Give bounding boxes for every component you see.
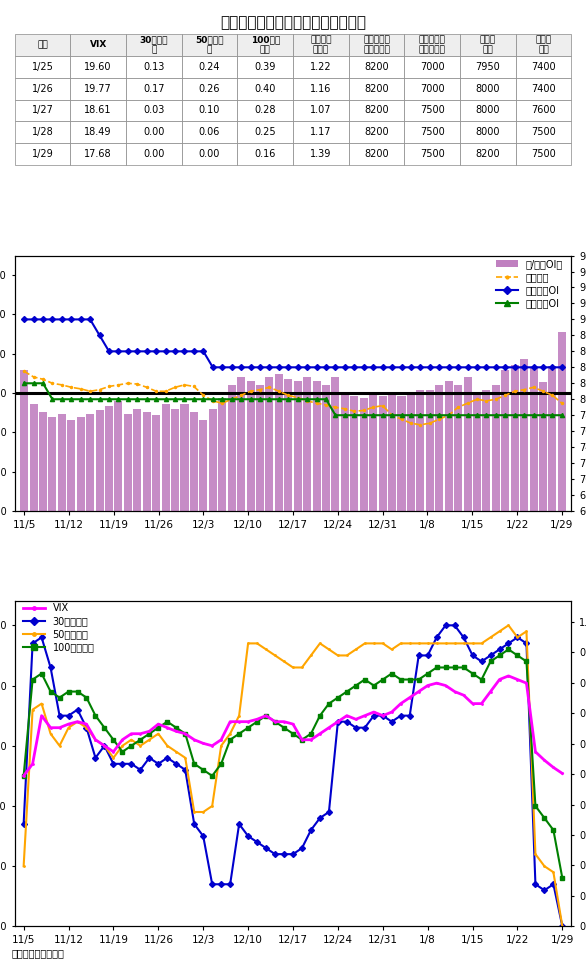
Bar [482, 390, 490, 550]
Bar [312, 380, 321, 550]
Bar [20, 370, 28, 550]
Bar [114, 401, 122, 550]
Bar [454, 385, 462, 550]
Legend: 賣/買權OI比, 加權指數, 買權最大OI, 賣權最大OI: 賣/買權OI比, 加權指數, 買權最大OI, 賣權最大OI [492, 255, 567, 312]
Bar [350, 396, 359, 550]
Bar [39, 412, 47, 550]
Bar [511, 365, 519, 550]
Bar [284, 379, 292, 550]
Bar [218, 398, 226, 550]
Bar [501, 370, 509, 550]
Bar [473, 393, 481, 550]
Bar [29, 404, 38, 550]
Bar [143, 412, 151, 550]
Bar [275, 375, 283, 550]
Bar [58, 413, 66, 550]
Title: 選擇權波動率指數與賣買權未平倉比: 選擇權波動率指數與賣買權未平倉比 [220, 14, 366, 30]
Bar [133, 409, 141, 550]
Bar [397, 396, 406, 550]
Bar [369, 393, 377, 550]
Bar [180, 404, 189, 550]
Bar [294, 380, 302, 550]
Bar [86, 413, 94, 550]
Bar [464, 377, 472, 550]
Bar [265, 377, 274, 550]
Bar [96, 410, 104, 550]
Bar [162, 404, 169, 550]
Bar [105, 405, 113, 550]
Bar [520, 358, 528, 550]
Bar [388, 393, 396, 550]
Bar [445, 380, 453, 550]
Bar [530, 368, 537, 550]
Legend: VIX, 30日百分位, 50日百分位, 100日百分位: VIX, 30日百分位, 50日百分位, 100日百分位 [19, 600, 98, 656]
Bar [332, 377, 339, 550]
Bar [199, 420, 207, 550]
Bar [426, 390, 434, 550]
Text: 統一期貨研究科製作: 統一期貨研究科製作 [12, 949, 64, 958]
Bar [322, 385, 330, 550]
Bar [492, 385, 500, 550]
Bar [227, 385, 236, 550]
Bar [341, 393, 349, 550]
Bar [67, 420, 75, 550]
Bar [417, 390, 424, 550]
Bar [247, 380, 254, 550]
Bar [190, 412, 198, 550]
Bar [77, 417, 85, 550]
Bar [256, 385, 264, 550]
Bar [303, 377, 311, 550]
Bar [435, 385, 443, 550]
Bar [548, 366, 557, 550]
Bar [379, 396, 387, 550]
Bar [407, 393, 415, 550]
Bar [360, 398, 368, 550]
Bar [539, 382, 547, 550]
Bar [558, 332, 566, 550]
Bar [209, 409, 217, 550]
Bar [171, 409, 179, 550]
Bar [152, 415, 160, 550]
Bar [237, 377, 245, 550]
Bar [124, 413, 132, 550]
Bar [49, 417, 56, 550]
